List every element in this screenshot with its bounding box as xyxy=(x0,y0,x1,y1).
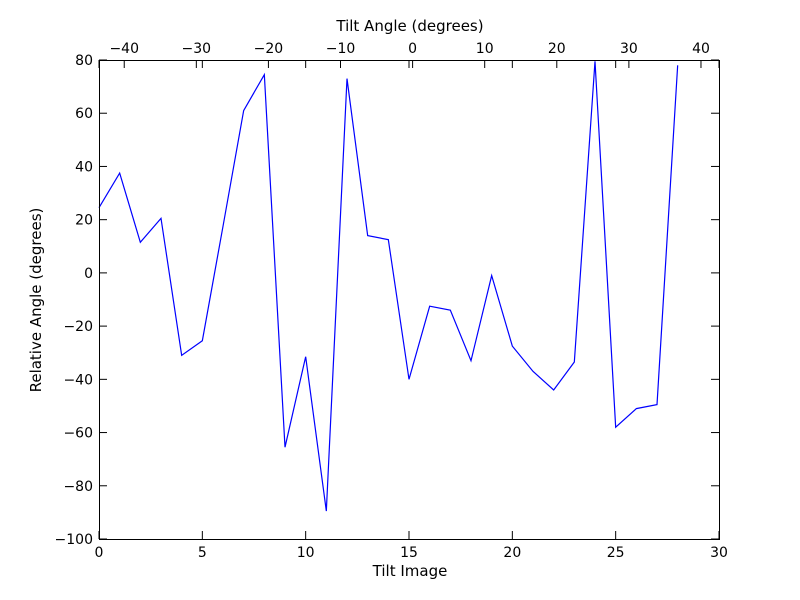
top-x-tick-label: −10 xyxy=(326,41,356,57)
y-tick-label: −40 xyxy=(63,372,93,388)
plot-layer xyxy=(98,61,679,512)
top-x-tick-label: 40 xyxy=(692,41,710,57)
x-tick-label: 30 xyxy=(710,545,728,561)
y-tick-label: −60 xyxy=(63,426,93,442)
x-tick-label: 25 xyxy=(607,545,625,561)
top-x-tick-label: 30 xyxy=(620,41,638,57)
y-tick-label: −100 xyxy=(55,532,93,548)
top-x-tick-label: −30 xyxy=(182,41,212,57)
top-x-tick-label: 0 xyxy=(408,41,417,57)
top-x-tick-label: −20 xyxy=(254,41,284,57)
x-tick-label: 0 xyxy=(95,545,104,561)
x-tick-label: 10 xyxy=(297,545,315,561)
y-tick-label: 60 xyxy=(75,106,93,122)
x-axis-title: Tilt Image xyxy=(372,562,448,580)
tick-layer: 0 5 10 15 20 25 30−40 −30 −20 −10 0 10 20 30 40−100−80… xyxy=(55,41,728,561)
y-tick-label: 40 xyxy=(75,159,93,175)
y-tick-label: 80 xyxy=(75,53,93,69)
series-line xyxy=(98,61,679,512)
x-tick-label: 20 xyxy=(503,545,521,561)
top-x-axis-title: Tilt Angle (degrees) xyxy=(335,17,483,35)
y-tick-label: 20 xyxy=(75,213,93,229)
x-tick-label: 15 xyxy=(400,545,418,561)
y-tick-label: −20 xyxy=(63,319,93,335)
y-tick-label: −80 xyxy=(63,479,93,495)
y-axis-title: Relative Angle (degrees) xyxy=(27,208,45,393)
y-tick-label: 0 xyxy=(84,266,93,282)
top-x-tick-label: 20 xyxy=(548,41,566,57)
top-x-tick-label: −40 xyxy=(109,41,139,57)
x-tick-label: 5 xyxy=(198,545,207,561)
top-x-tick-label: 10 xyxy=(476,41,494,57)
